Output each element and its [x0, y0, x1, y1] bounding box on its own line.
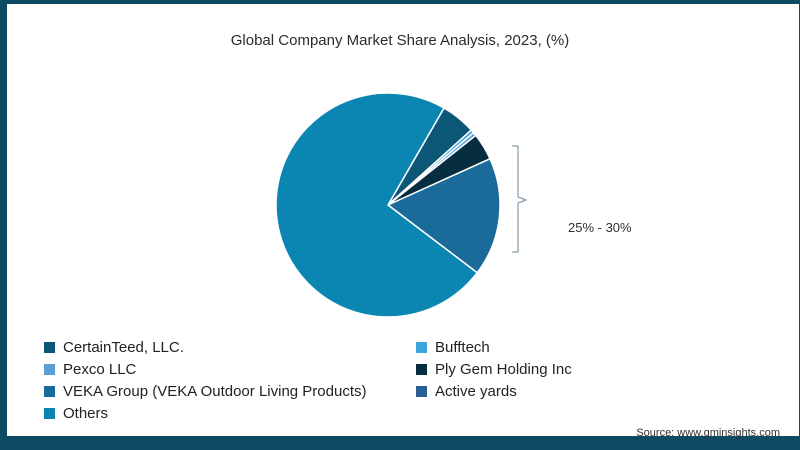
legend-item-certainteed: CertainTeed, LLC. [44, 336, 416, 358]
legend-item-veka: VEKA Group (VEKA Outdoor Living Products… [44, 380, 416, 402]
legend-label: Active yards [435, 382, 517, 400]
legend-item-others: Others [44, 402, 416, 424]
legend-label: Ply Gem Holding Inc [435, 360, 572, 378]
legend-swatch [416, 341, 427, 353]
legend-item-bufftech: Bufftech [416, 336, 636, 358]
legend: CertainTeed, LLC. Bufftech Pexco LLC Ply… [44, 336, 644, 424]
legend-item-pexco: Pexco LLC [44, 358, 416, 380]
range-label: 25% - 30% [568, 220, 632, 235]
legend-swatch [416, 363, 427, 375]
legend-item-ply-gem: Ply Gem Holding Inc [416, 358, 636, 380]
range-bracket [512, 145, 528, 253]
legend-label: Others [63, 404, 109, 422]
legend-label: CertainTeed, LLC. [63, 338, 184, 356]
pie-slices [275, 92, 501, 318]
legend-item-active-yards: Active yards [416, 380, 636, 402]
chart-title: Global Company Market Share Analysis, 20… [230, 32, 570, 49]
pie-slice-others [275, 92, 479, 318]
legend-swatch [44, 407, 55, 419]
legend-label: VEKA Group (VEKA Outdoor Living Products… [63, 382, 367, 400]
legend-label: Bufftech [435, 338, 490, 356]
legend-swatch [44, 341, 55, 353]
source-note: Source: www.gminsights.com [636, 427, 780, 439]
legend-swatch [44, 385, 55, 397]
legend-swatch [416, 385, 427, 397]
pie-slice-veka-group-veka-outdoor-living-products [386, 157, 501, 274]
legend-swatch [44, 363, 55, 375]
legend-label: Pexco LLC [63, 360, 137, 378]
